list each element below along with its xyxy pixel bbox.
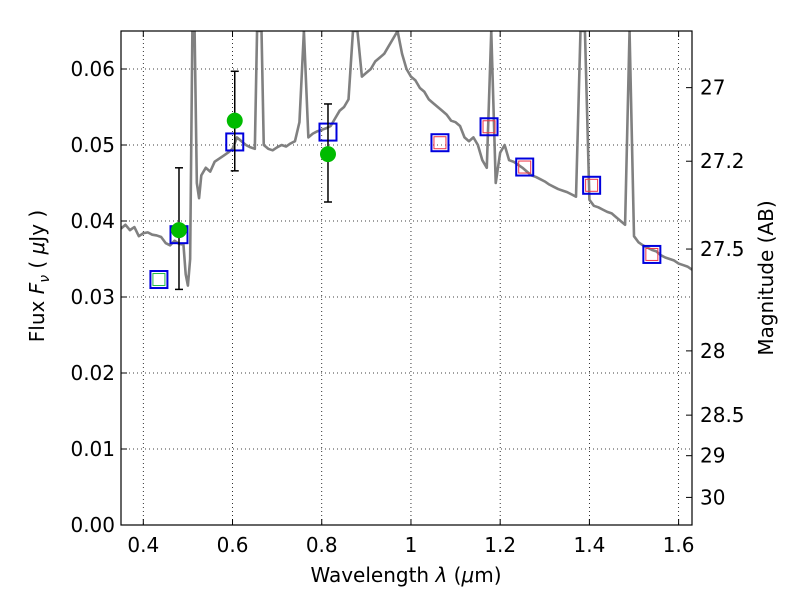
- synthetic-square-marker: [430, 133, 450, 153]
- x-tick-label: 1: [405, 533, 418, 557]
- y-axis-label: Flux Fν ( μJy ): [25, 210, 53, 342]
- model-spectrum-line: [121, 31, 692, 287]
- x-label-paren: (: [447, 563, 461, 587]
- tick-layer: 0.4 0.6 0.8 1 1.2 1.4 1.6 0.00 0.01 0.02 0.03 0.04 0…: [70, 31, 745, 557]
- marker-layer: [149, 70, 662, 291]
- x-tick-label: 0.6: [217, 533, 249, 557]
- synthetic-square-marker: [515, 157, 535, 177]
- plot-area: [121, 31, 692, 287]
- y2-tick-label: 27.2: [700, 149, 745, 173]
- x-label-text: Wavelength: [310, 563, 435, 587]
- y-label-unit: Jy ): [25, 210, 49, 244]
- y-label-mu: μ: [25, 242, 49, 256]
- x-label-mu: μ: [460, 563, 474, 587]
- x-tick-label: 1.6: [663, 533, 695, 557]
- observed-point: [170, 222, 187, 239]
- synthetic-square-marker: [642, 244, 662, 264]
- y-tick-label: 0.00: [70, 513, 115, 537]
- y2-tick-label: 28: [700, 339, 725, 363]
- y-label-paren: (: [25, 254, 49, 275]
- y2-axis-label: Magnitude (AB): [754, 200, 778, 355]
- y-tick-label: 0.04: [70, 209, 115, 233]
- y2-tick-label: 28.5: [700, 403, 745, 427]
- y2-tick-label: 27: [700, 76, 725, 100]
- x-axis-label: Wavelength λ (μm): [310, 563, 501, 587]
- x-tick-label: 1.4: [573, 533, 605, 557]
- x-label-lambda: λ: [434, 563, 447, 587]
- y2-tick-label: 30: [700, 485, 725, 509]
- inner-square-marker: [433, 136, 447, 150]
- y-tick-label: 0.05: [70, 133, 115, 157]
- y-tick-label: 0.01: [70, 437, 115, 461]
- y2-tick-label: 27.5: [700, 237, 745, 261]
- observed-point: [226, 112, 243, 129]
- inner-square-marker: [482, 120, 496, 134]
- synthetic-square-marker: [479, 117, 499, 137]
- synthetic-square-marker: [149, 270, 169, 290]
- inner-square-marker: [152, 273, 166, 287]
- x-label-unit: m): [474, 563, 501, 587]
- y-tick-label: 0.02: [70, 361, 115, 385]
- inner-square-marker: [585, 178, 599, 192]
- y-label-text: Flux: [25, 294, 49, 342]
- x-tick-label: 0.8: [306, 533, 338, 557]
- y2-tick-label: 29: [700, 444, 725, 468]
- y-label-nu: ν: [37, 275, 53, 283]
- x-tick-label: 0.4: [127, 533, 159, 557]
- plot-frame: [120, 30, 693, 526]
- inner-square-marker: [645, 247, 659, 261]
- inner-square-marker: [518, 160, 532, 174]
- y-label-f: F: [25, 282, 49, 294]
- x-tick-label: 1.2: [484, 533, 516, 557]
- y-tick-label: 0.03: [70, 285, 115, 309]
- y-tick-label: 0.06: [70, 57, 115, 81]
- synthetic-square-marker: [582, 175, 602, 195]
- observed-point: [319, 146, 336, 163]
